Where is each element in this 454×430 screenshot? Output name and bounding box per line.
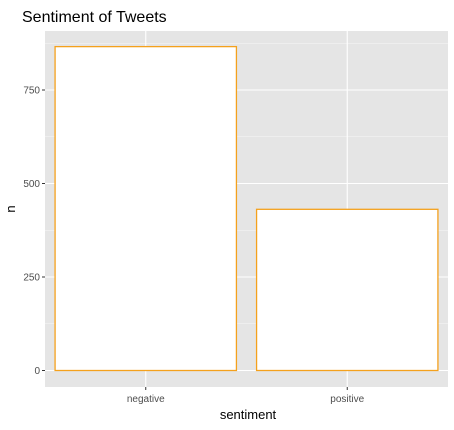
chart-title: Sentiment of Tweets — [22, 9, 167, 26]
x-tick-label-positive: positive — [330, 394, 364, 405]
y-tick-label: 750 — [23, 86, 40, 97]
x-tick-label-negative: negative — [127, 394, 165, 405]
bar-positive — [255, 208, 439, 372]
y-axis-title: n — [3, 205, 18, 212]
y-tick-label: 250 — [23, 273, 40, 284]
y-axis: 0 250 500 750 — [23, 86, 45, 377]
y-tick-label: 0 — [34, 366, 40, 377]
x-axis: negative positive — [127, 387, 365, 405]
y-tick-label: 500 — [23, 179, 40, 190]
bar-negative — [54, 45, 238, 372]
bars — [54, 45, 439, 372]
x-axis-title: sentiment — [220, 407, 277, 422]
